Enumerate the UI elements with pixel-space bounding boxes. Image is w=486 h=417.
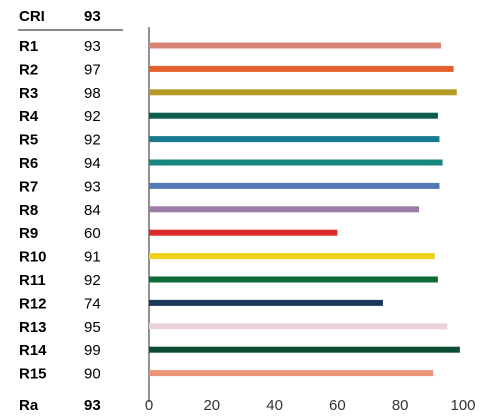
category-label-r6: R6 <box>19 155 38 172</box>
bar-r15 <box>149 370 434 377</box>
x-tick-label-80: 80 <box>392 397 409 414</box>
value-label-r14: 99 <box>84 342 101 359</box>
bar-r13 <box>149 323 448 330</box>
bar-r7 <box>149 182 440 189</box>
category-label-r12: R12 <box>19 295 47 312</box>
x-tick-label-40: 40 <box>266 397 283 414</box>
value-label-r9: 60 <box>84 225 101 242</box>
header-value: 93 <box>84 8 101 25</box>
value-label-r3: 98 <box>84 85 101 102</box>
bar-r10 <box>149 253 435 260</box>
value-label-r8: 84 <box>84 202 101 219</box>
value-label-r11: 92 <box>84 272 101 289</box>
value-label-r2: 97 <box>84 61 101 78</box>
value-label-r7: 93 <box>84 178 101 195</box>
category-label-r10: R10 <box>19 249 47 266</box>
category-label-r7: R7 <box>19 178 38 195</box>
value-label-r6: 94 <box>84 155 101 172</box>
bar-r4 <box>149 112 438 119</box>
x-tick-label-0: 0 <box>145 397 153 414</box>
bar-r9 <box>149 229 338 236</box>
bar-r2 <box>149 65 454 72</box>
value-label-r5: 92 <box>84 132 101 149</box>
bar-r5 <box>149 136 440 143</box>
value-label-r10: 91 <box>84 249 101 266</box>
x-tick-label-100: 100 <box>450 397 475 414</box>
category-label-r15: R15 <box>19 366 47 383</box>
category-label-r3: R3 <box>19 85 38 102</box>
category-label-r1: R1 <box>19 38 38 55</box>
bar-r8 <box>149 206 420 213</box>
category-label-r5: R5 <box>19 132 38 149</box>
value-label-r12: 74 <box>84 295 101 312</box>
category-label-r13: R13 <box>19 319 47 336</box>
value-label-r13: 95 <box>84 319 101 336</box>
category-label-r11: R11 <box>19 272 46 289</box>
category-label-r2: R2 <box>19 61 38 78</box>
x-tick-label-20: 20 <box>203 397 220 414</box>
bar-r6 <box>149 159 443 166</box>
category-label-r9: R9 <box>19 225 38 242</box>
value-label-r15: 90 <box>84 366 101 383</box>
footer-label: Ra <box>19 397 39 414</box>
category-label-r14: R14 <box>19 342 47 359</box>
bar-r1 <box>149 42 442 49</box>
category-label-r8: R8 <box>19 202 38 219</box>
bar-r12 <box>149 299 383 306</box>
bar-r11 <box>149 276 438 283</box>
bar-r14 <box>149 346 460 353</box>
x-tick-label-60: 60 <box>329 397 346 414</box>
category-label-r4: R4 <box>19 108 39 125</box>
header-label: CRI <box>19 8 45 25</box>
bar-r3 <box>149 89 457 96</box>
value-label-r4: 92 <box>84 108 101 125</box>
footer-value: 93 <box>84 397 101 414</box>
value-label-r1: 93 <box>84 38 101 55</box>
